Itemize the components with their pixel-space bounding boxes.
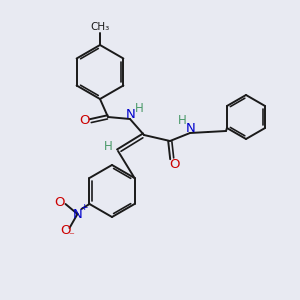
- Text: N: N: [186, 122, 196, 134]
- Text: H: H: [135, 101, 143, 115]
- Text: CH₃: CH₃: [90, 22, 110, 32]
- Text: O: O: [60, 224, 71, 236]
- Text: +: +: [80, 203, 87, 212]
- Text: ⁻: ⁻: [68, 231, 74, 241]
- Text: H: H: [178, 113, 186, 127]
- Text: N: N: [126, 109, 136, 122]
- Text: N: N: [73, 208, 82, 220]
- Text: H: H: [103, 140, 112, 154]
- Text: O: O: [54, 196, 65, 208]
- Text: O: O: [80, 115, 90, 128]
- Text: O: O: [169, 158, 179, 172]
